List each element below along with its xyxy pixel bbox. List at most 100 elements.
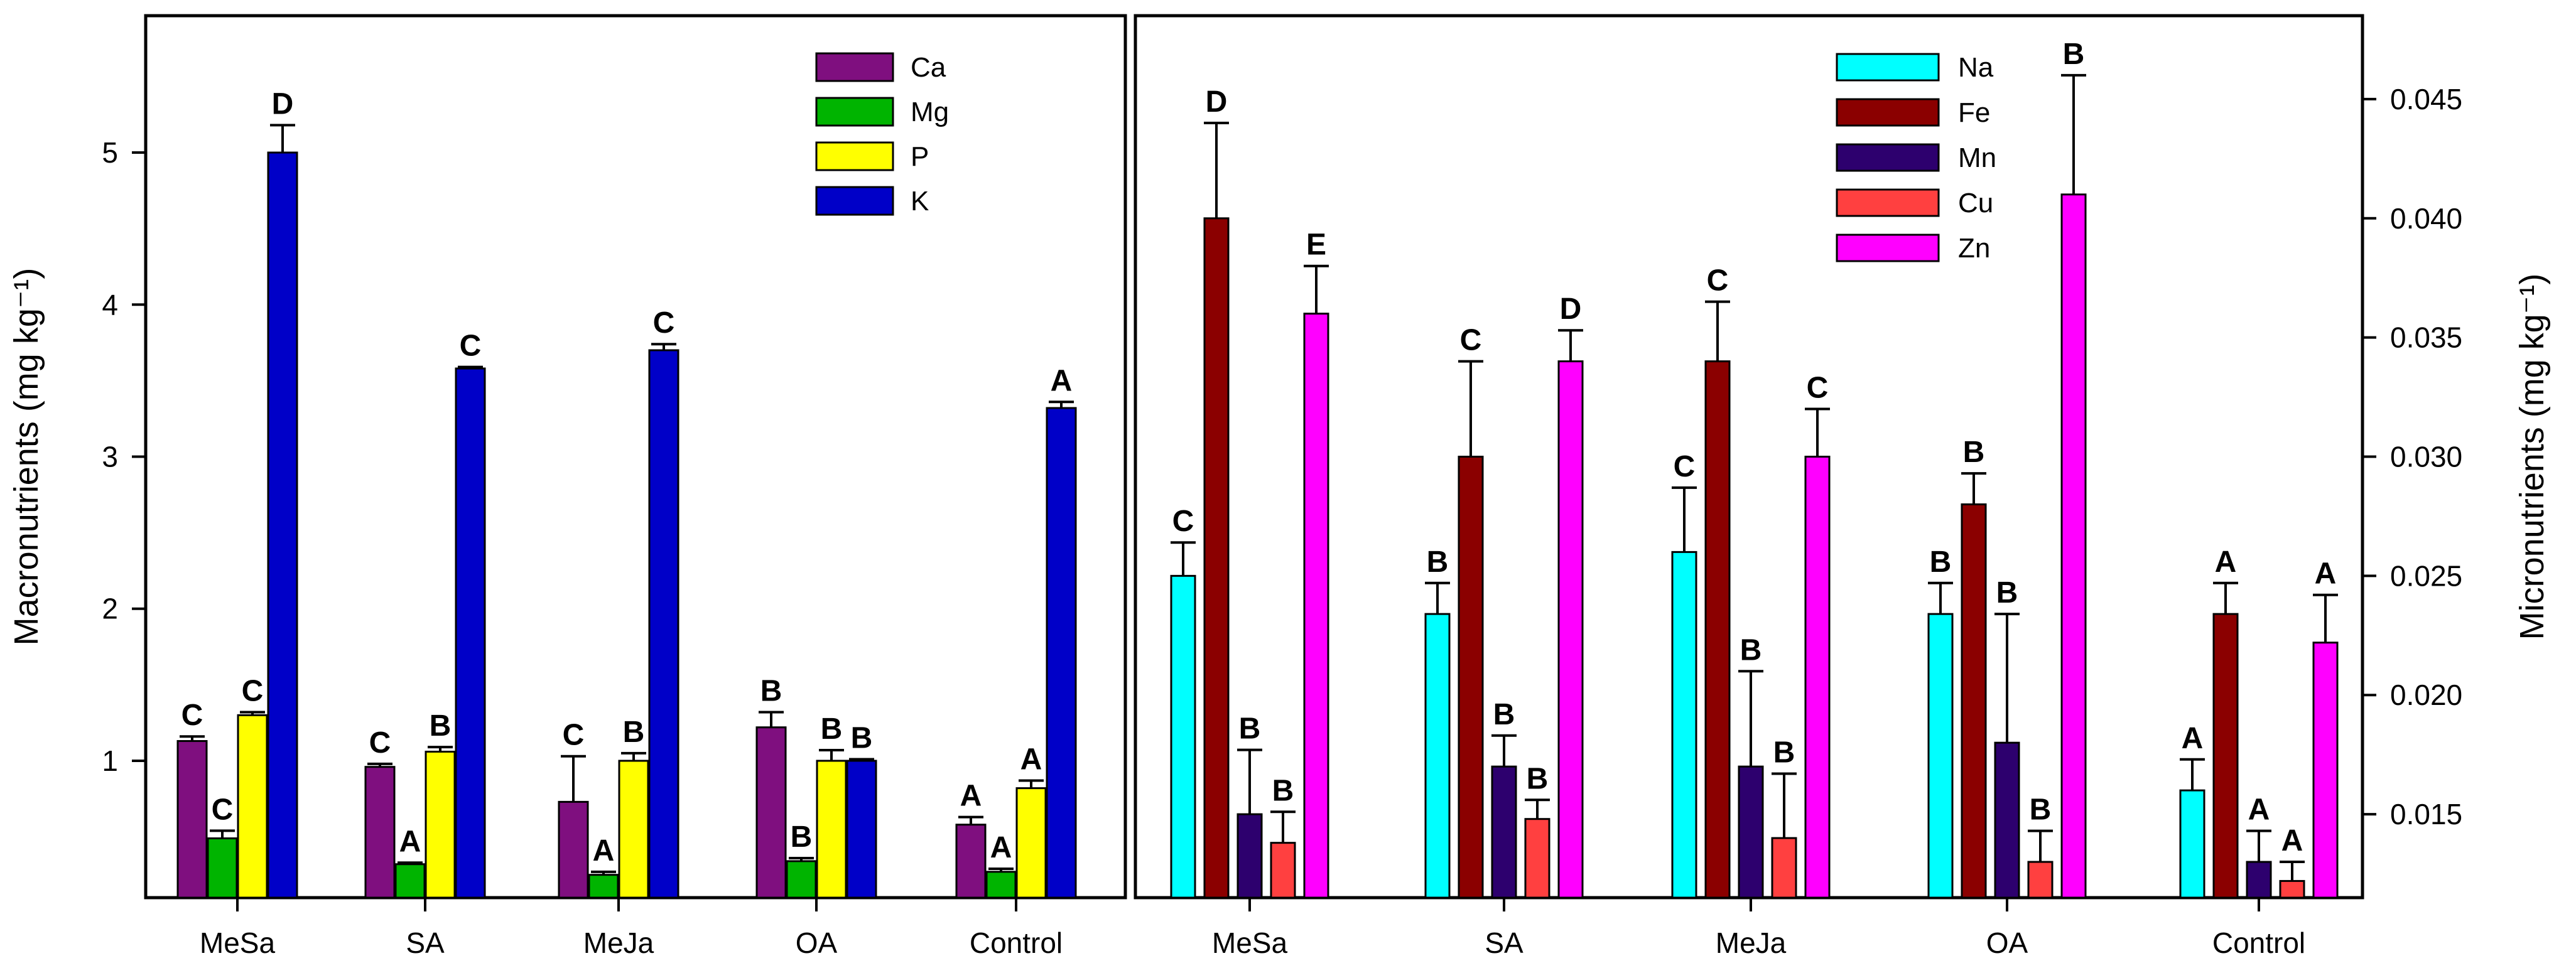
legend-swatch-p (815, 141, 894, 171)
significance-letter: C (369, 726, 391, 760)
legend-swatch-k (815, 186, 894, 216)
significance-letter: D (1560, 293, 1582, 326)
bar-cu (2279, 879, 2305, 899)
significance-letter: C (242, 674, 264, 707)
bar-fe (1961, 503, 1987, 899)
significance-letter: B (1930, 545, 1952, 579)
significance-letter: A (1051, 364, 1073, 397)
bar-na (1170, 574, 1196, 899)
bar-na (1424, 613, 1451, 899)
bar-zn (2060, 193, 2087, 899)
y-tick-label: 0.025 (2390, 559, 2462, 592)
significance-letter: B (1773, 736, 1795, 770)
y-tick-label: 0.035 (2390, 321, 2462, 354)
significance-letter: E (1306, 228, 1326, 262)
significance-letter: C (1172, 505, 1194, 538)
bar-mn (1738, 765, 1764, 899)
significance-letter: B (1272, 774, 1294, 807)
x-tick-label: MeJa (583, 927, 654, 959)
legend-label-mn: Mn (1958, 142, 1996, 173)
bar-cu (2027, 861, 2054, 899)
significance-letter: B (760, 674, 782, 707)
y-tick-label: 0.040 (2390, 202, 2462, 235)
significance-letter: C (460, 330, 482, 363)
significance-letter: C (563, 719, 585, 752)
significance-letter: C (1807, 372, 1829, 405)
y-tick-label: 3 (102, 441, 118, 473)
bar-p (237, 714, 268, 899)
bar-k (455, 367, 486, 899)
y-tick-label: 5 (102, 136, 118, 169)
bar-zn (1557, 360, 1584, 899)
legend-swatch-fe (1836, 98, 1940, 127)
legend-swatch-ca (815, 52, 894, 82)
significance-letter: A (2281, 824, 2303, 857)
legend-label-na: Na (1958, 52, 1994, 83)
bar-p (1015, 787, 1047, 899)
bar-k (648, 349, 679, 899)
x-tick-label: MeSa (1212, 927, 1288, 959)
bar-p (816, 760, 847, 899)
x-tick-label: MeJa (1716, 927, 1787, 959)
bar-mg (588, 874, 619, 899)
bar-fe (1203, 217, 1230, 899)
significance-letter: A (2315, 557, 2337, 591)
significance-letter: B (1527, 762, 1549, 795)
bar-mn (2246, 861, 2272, 899)
significance-letter: C (653, 306, 675, 340)
significance-letter: A (2182, 722, 2204, 755)
significance-letter: A (2248, 793, 2270, 827)
bar-p (425, 750, 456, 899)
legend-label-fe: Fe (1958, 97, 1990, 128)
y-tick-label: 0.015 (2390, 798, 2462, 830)
bar-cu (1771, 837, 1797, 899)
significance-letter: A (593, 834, 615, 868)
significance-letter: B (851, 722, 873, 755)
significance-letter: D (1206, 85, 1228, 119)
significance-letter: A (1020, 743, 1042, 776)
significance-letter: B (1239, 712, 1261, 746)
bar-k (267, 151, 298, 899)
significance-letter: B (2030, 793, 2052, 827)
bar-k (1046, 407, 1077, 899)
legend-label-mg: Mg (911, 97, 949, 127)
bar-ca (955, 824, 987, 899)
bar-mg (207, 837, 238, 899)
significance-letter: A (960, 780, 982, 813)
y-tick-label: 0.020 (2390, 679, 2462, 711)
x-tick-label: Control (2212, 927, 2305, 959)
bar-mn (1237, 813, 1263, 899)
bar-ca (364, 766, 396, 899)
bar-mn (1491, 765, 1517, 899)
x-tick-label: SA (1485, 927, 1523, 959)
bar-zn (1804, 456, 1831, 899)
bar-na (2179, 789, 2205, 899)
significance-letter: B (623, 716, 645, 749)
significance-letter: B (1493, 698, 1515, 731)
y-tick-label: 1 (102, 744, 118, 777)
bar-ca (558, 800, 589, 899)
bar-ca (176, 739, 208, 899)
bar-na (1927, 613, 1954, 899)
bar-cu (1524, 818, 1550, 899)
bar-mg (394, 863, 426, 899)
x-tick-label: OA (796, 927, 838, 959)
legend-label-k: K (911, 186, 929, 217)
significance-letter: C (181, 699, 203, 732)
bar-zn (2312, 642, 2339, 899)
bar-zn (1303, 313, 1329, 899)
x-tick-label: Control (970, 927, 1063, 959)
significance-letter: B (1427, 545, 1449, 579)
legend-label-cu: Cu (1958, 188, 1993, 218)
significance-letter: B (1963, 436, 1985, 469)
legend-swatch-zn (1836, 234, 1940, 262)
bar-k (846, 760, 877, 899)
legend-swatch-na (1836, 53, 1940, 82)
significance-letter: B (821, 712, 843, 746)
bar-fe (2212, 613, 2239, 899)
significance-letter: B (791, 820, 813, 854)
legend-label-ca: Ca (911, 52, 946, 83)
x-tick-label: OA (1986, 927, 2028, 959)
significance-letter: C (1707, 264, 1729, 298)
significance-letter: B (430, 709, 452, 743)
